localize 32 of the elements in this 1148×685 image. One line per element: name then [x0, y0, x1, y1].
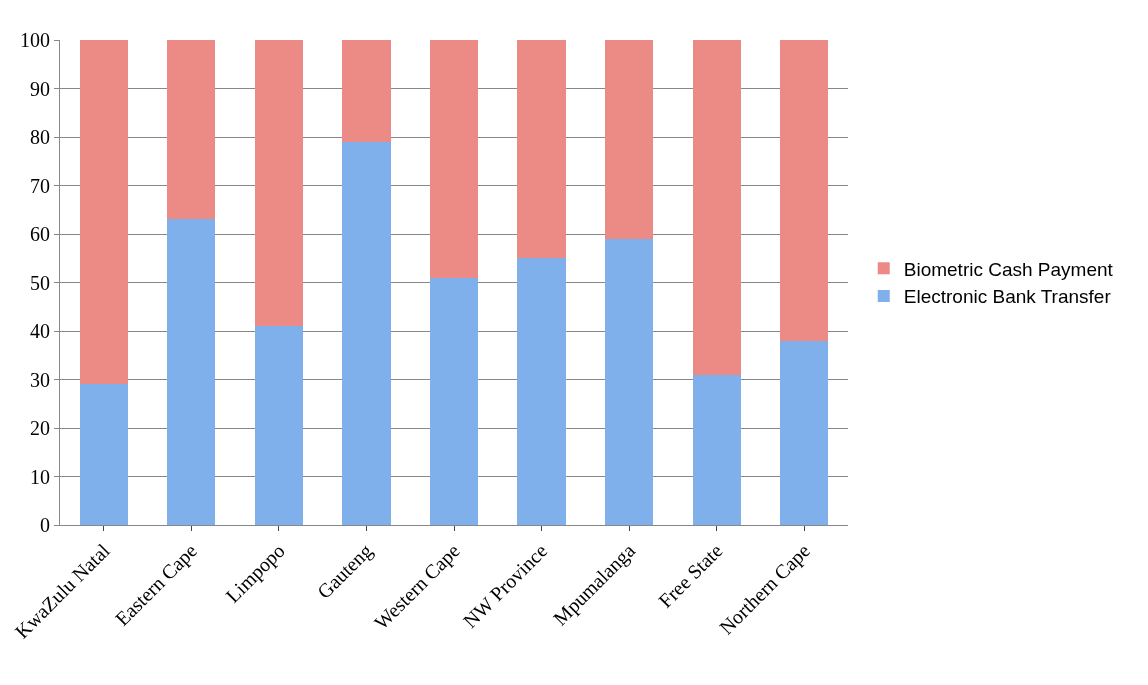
y-tick-label: 100: [20, 29, 50, 51]
bar: [254, 326, 303, 525]
y-tick-label: 60: [30, 223, 50, 245]
bar: [692, 374, 741, 525]
bar: [780, 340, 829, 525]
y-tick-label: 70: [30, 174, 50, 197]
bar: [254, 40, 303, 327]
bar: [517, 258, 566, 525]
bar: [79, 384, 128, 525]
y-tick-label: 40: [30, 320, 50, 342]
legend-label: Electronic Bank Transfer: [903, 286, 1112, 308]
bar: [605, 238, 654, 525]
y-tick-label: 10: [30, 465, 50, 488]
y-tick-label: 50: [30, 271, 50, 294]
bar: [780, 40, 829, 341]
bar: [429, 277, 479, 525]
legend-label: Biometric Cash Payment: [903, 258, 1114, 280]
bar: [342, 40, 391, 142]
bar: [517, 40, 566, 259]
bar: [692, 40, 741, 375]
bar: [79, 40, 128, 385]
y-tick-label: 90: [30, 77, 50, 100]
y-tick-label: 0: [40, 514, 50, 536]
bar: [429, 40, 479, 278]
y-tick-label: 20: [30, 417, 50, 439]
y-tick-label: 80: [30, 126, 50, 148]
bar: [167, 219, 216, 525]
bar: [342, 141, 391, 525]
bar: [605, 40, 654, 239]
bar: [167, 40, 216, 220]
y-tick-label: 30: [30, 368, 50, 391]
x-tick-label: Free State: [654, 539, 727, 612]
